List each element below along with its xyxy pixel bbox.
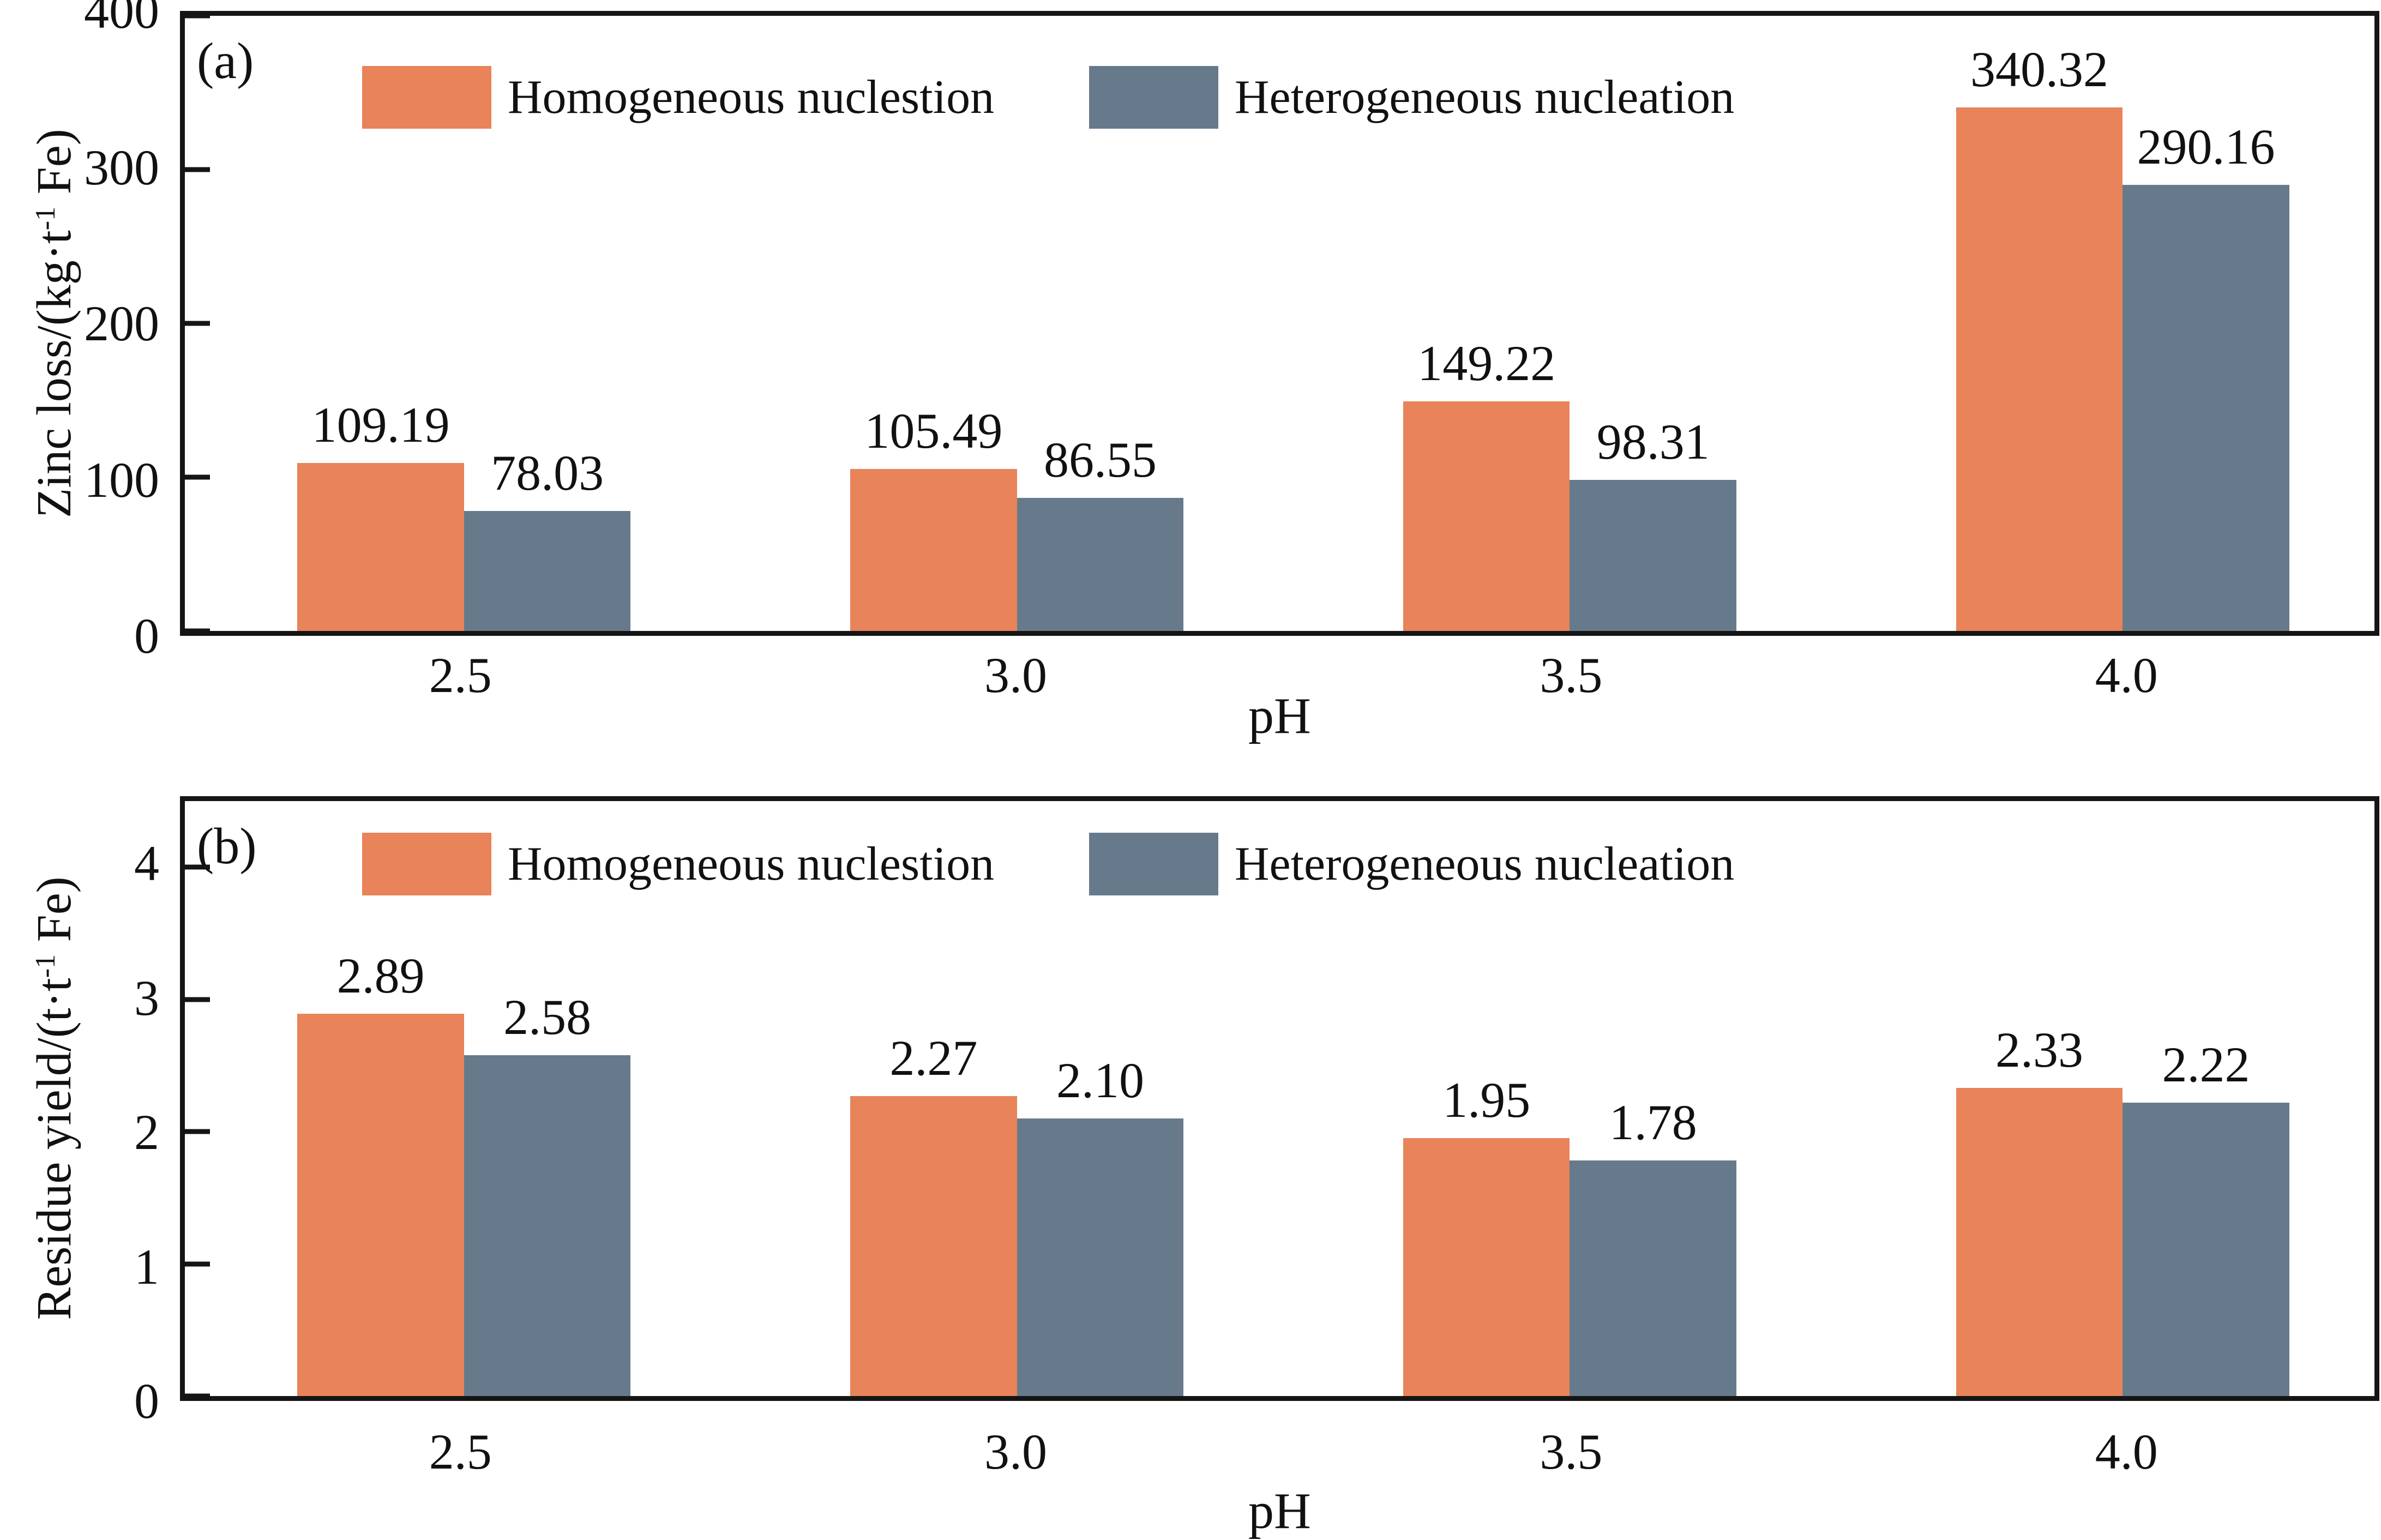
bar-value-label: 109.19 xyxy=(311,397,450,453)
y-tick-label: 300 xyxy=(84,139,159,195)
x-axis-label-a: pH xyxy=(1248,688,1311,744)
bar-value-label: 149.22 xyxy=(1417,335,1556,392)
bar-heterogeneous xyxy=(1017,1118,1184,1396)
bar-value-label: 105.49 xyxy=(864,402,1003,459)
bar-value-label: 1.78 xyxy=(1609,1094,1697,1151)
x-tick-label: 3.0 xyxy=(984,1424,1048,1479)
x-tick-label: 3.0 xyxy=(984,647,1048,703)
bar-value-label: 2.22 xyxy=(2162,1036,2250,1092)
y-tick-label: 100 xyxy=(84,452,159,508)
legend-item-homogeneous-b: Homogeneous nuclestion xyxy=(362,833,994,895)
bar-heterogeneous xyxy=(2123,1102,2289,1396)
y-tick-labels-b: 0 1 2 3 4 xyxy=(0,796,159,1426)
bar-homogeneous xyxy=(1956,107,2123,631)
y-tick xyxy=(185,628,210,634)
y-tick xyxy=(185,321,210,326)
y-tick xyxy=(185,13,210,19)
y-tick-label: 2 xyxy=(134,1104,159,1160)
bar-value-label: 2.58 xyxy=(503,989,592,1045)
y-tick-label: 3 xyxy=(134,970,159,1026)
legend-label-homogeneous-a: Homogeneous nuclestion xyxy=(508,70,995,124)
legend-swatch-heterogeneous-b xyxy=(1089,833,1218,895)
bar-value-label: 1.95 xyxy=(1442,1072,1531,1128)
x-tick-label: 2.5 xyxy=(429,647,492,703)
y-tick xyxy=(185,864,210,870)
bar-heterogeneous xyxy=(1570,479,1737,631)
bar-homogeneous xyxy=(297,1014,464,1396)
bar-heterogeneous xyxy=(1017,497,1184,631)
x-tick-labels-a: 2.5 3.0 3.5 4.0 xyxy=(180,650,2379,705)
y-tick xyxy=(185,474,210,480)
legend-swatch-homogeneous-a xyxy=(362,66,491,129)
y-tick xyxy=(185,167,210,172)
y-tick-label: 0 xyxy=(134,1373,159,1429)
legend-swatch-homogeneous-b xyxy=(362,833,491,895)
legend-item-heterogeneous-b: Heterogeneous nucleation xyxy=(1089,833,1734,895)
y-tick xyxy=(185,1261,210,1267)
legend-swatch-heterogeneous-a xyxy=(1089,66,1218,129)
y-tick-label: 0 xyxy=(134,608,159,664)
bar-value-label: 2.27 xyxy=(889,1030,978,1086)
bar-value-label: 2.89 xyxy=(336,948,425,1004)
y-tick-labels-a: 0 100 200 300 400 xyxy=(0,0,159,661)
x-tick-label: 4.0 xyxy=(2095,1424,2158,1479)
bar-homogeneous xyxy=(850,1096,1017,1396)
bar-homogeneous xyxy=(1403,1138,1570,1396)
bar-homogeneous xyxy=(850,468,1017,631)
plot-area-a: (a) Homogeneous nuclestion Heterogeneous… xyxy=(180,11,2379,636)
bar-homogeneous xyxy=(1956,1088,2123,1396)
y-tick-label: 1 xyxy=(134,1238,159,1295)
x-tick-label: 3.5 xyxy=(1540,647,1603,703)
bar-heterogeneous xyxy=(1570,1160,1737,1396)
y-tick xyxy=(185,1393,210,1399)
x-tick-labels-b: 2.5 3.0 3.5 4.0 xyxy=(180,1427,2379,1481)
bar-value-label: 98.31 xyxy=(1596,413,1710,470)
bar-heterogeneous xyxy=(464,1055,631,1396)
x-tick-label: 2.5 xyxy=(429,1424,492,1479)
y-tick xyxy=(185,997,210,1002)
bar-value-label: 86.55 xyxy=(1043,431,1157,488)
x-tick-label: 4.0 xyxy=(2095,647,2158,703)
bar-value-label: 340.32 xyxy=(1970,41,2108,98)
plot-area-b: (b) Homogeneous nuclestion Heterogeneous… xyxy=(180,796,2379,1401)
bar-value-label: 2.10 xyxy=(1056,1052,1144,1108)
bar-value-label: 78.03 xyxy=(491,444,604,501)
legend-label-homogeneous-b: Homogeneous nuclestion xyxy=(508,837,995,891)
bar-value-label: 290.16 xyxy=(2137,118,2275,175)
bar-heterogeneous xyxy=(464,510,631,631)
y-tick-label: 400 xyxy=(84,0,159,39)
x-tick-label: 3.5 xyxy=(1540,1424,1603,1479)
bar-homogeneous xyxy=(297,463,464,631)
panel-label-b: (b) xyxy=(197,818,257,875)
legend-label-heterogeneous-a: Heterogeneous nucleation xyxy=(1235,70,1735,124)
legend-label-heterogeneous-b: Heterogeneous nucleation xyxy=(1235,837,1735,891)
bar-heterogeneous xyxy=(2123,184,2289,631)
panel-label-a: (a) xyxy=(197,33,254,89)
bar-homogeneous xyxy=(1403,401,1570,631)
y-tick-label: 4 xyxy=(134,835,159,892)
x-axis-label-b: pH xyxy=(1248,1483,1311,1539)
bar-value-label: 2.33 xyxy=(1995,1022,2083,1078)
legend-item-heterogeneous-a: Heterogeneous nucleation xyxy=(1089,66,1734,129)
y-tick xyxy=(185,1129,210,1134)
y-tick-label: 200 xyxy=(84,296,159,351)
legend-item-homogeneous-a: Homogeneous nuclestion xyxy=(362,66,994,129)
